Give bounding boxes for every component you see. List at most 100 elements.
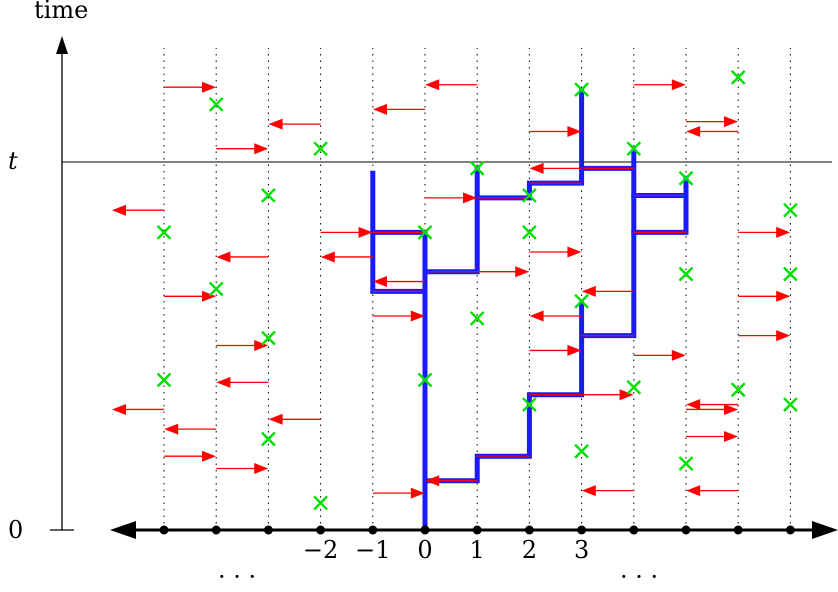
- recovery-cross: [417, 372, 433, 388]
- site-label: 3: [574, 536, 589, 564]
- infection-arrow: [112, 403, 164, 415]
- recovery-cross: [522, 224, 537, 240]
- recovery-stroke: [678, 266, 694, 282]
- recovery-stroke: [783, 397, 798, 412]
- recovery-stroke: [261, 188, 276, 203]
- recovery-stroke: [626, 379, 642, 395]
- site-label: 1: [470, 536, 485, 564]
- recovery-stroke: [417, 224, 433, 240]
- arrow-head: [373, 103, 387, 115]
- arrow-head: [581, 485, 596, 497]
- arrow-head: [358, 226, 373, 238]
- infection-arrow: [320, 251, 373, 263]
- arrow-head: [567, 125, 582, 137]
- recovery-stroke: [156, 224, 172, 240]
- site-labels: −2 −1 0 1 2 3: [303, 536, 589, 564]
- recovery-cross: [208, 281, 224, 297]
- arrow-head: [112, 204, 126, 216]
- recovery-cross: [678, 456, 694, 471]
- site-dot: [420, 525, 430, 535]
- recovery-cross: [261, 330, 276, 346]
- recovery-cross: [730, 70, 746, 85]
- arrow-head: [410, 487, 425, 499]
- recovery-cross: [783, 397, 798, 412]
- arrow-head: [320, 251, 335, 263]
- site-dot: [316, 525, 326, 535]
- arrow-head: [619, 389, 634, 401]
- arrow-head: [529, 162, 544, 174]
- arrow-head: [202, 450, 216, 462]
- recovery-stroke: [313, 495, 328, 511]
- recovery-cross: [261, 188, 276, 203]
- site-dot: [472, 525, 482, 535]
- arrow-head: [254, 463, 269, 474]
- infection-path: [370, 170, 428, 533]
- recovery-cross: [522, 188, 537, 203]
- infection-arrow: [216, 143, 269, 155]
- infection-arrow: [581, 389, 634, 401]
- site-dot: [211, 525, 221, 535]
- recovery-stroke: [208, 281, 224, 297]
- infection-arrow: [216, 340, 269, 351]
- arrow-head: [373, 276, 387, 288]
- arrow-head: [686, 399, 701, 411]
- recovery-stroke: [574, 443, 589, 459]
- infection-arrow: [738, 290, 791, 302]
- recovery-stroke: [261, 431, 276, 447]
- infection-arrow: [372, 487, 425, 499]
- recovery-stroke: [730, 382, 746, 398]
- recovery-cross: [313, 141, 328, 157]
- recovery-stroke: [678, 170, 694, 186]
- infection-arrow: [164, 81, 216, 93]
- recovery-cross: [156, 372, 172, 388]
- arrow-head: [254, 143, 269, 155]
- recovery-cross: [730, 382, 746, 398]
- infection-arrow: [372, 310, 425, 322]
- infection-arrow: [686, 431, 738, 443]
- site-dot: [524, 525, 534, 535]
- infection-arrow: [633, 79, 686, 91]
- infection-arrow: [164, 450, 216, 462]
- infection-arrow: [112, 204, 164, 216]
- infection-arrow: [373, 103, 425, 115]
- recovery-cross: [417, 224, 433, 240]
- infection-arrow: [529, 246, 582, 258]
- infection-arrow: [529, 344, 582, 356]
- recovery-stroke: [730, 70, 746, 85]
- recovery-marks: [156, 70, 798, 511]
- space-axis-right-arrowhead: [812, 521, 838, 539]
- site-label: 0: [417, 536, 432, 564]
- zero-label: 0: [8, 516, 23, 544]
- recovery-cross: [261, 431, 276, 447]
- infection-arrow: [425, 192, 477, 204]
- arrow-head: [410, 310, 425, 322]
- arrow-head: [202, 290, 216, 302]
- site-dot: [785, 525, 795, 535]
- recovery-cross: [626, 141, 642, 157]
- recovery-cross: [626, 379, 642, 395]
- infection-arrow: [320, 226, 373, 238]
- site-dot: [263, 525, 273, 535]
- recovery-stroke: [208, 97, 224, 112]
- arrow-head: [686, 485, 701, 497]
- infection-arrow: [164, 290, 216, 302]
- recovery-cross: [574, 293, 589, 309]
- recovery-cross: [783, 266, 798, 282]
- recovery-stroke: [522, 224, 537, 240]
- infection-arrow: [425, 475, 478, 487]
- recovery-stroke: [574, 293, 589, 309]
- recovery-cross: [522, 397, 537, 412]
- site-dot: [368, 525, 378, 535]
- recovery-cross: [678, 170, 694, 186]
- infection-path: [631, 175, 689, 198]
- site-label: −2: [303, 536, 338, 564]
- infection-arrow: [216, 251, 269, 263]
- recovery-stroke: [574, 82, 589, 98]
- recovery-cross: [783, 202, 798, 218]
- arrow-head: [463, 192, 477, 204]
- infection-arrow: [425, 79, 478, 91]
- recovery-cross: [469, 311, 485, 326]
- infection-arrow: [268, 413, 321, 425]
